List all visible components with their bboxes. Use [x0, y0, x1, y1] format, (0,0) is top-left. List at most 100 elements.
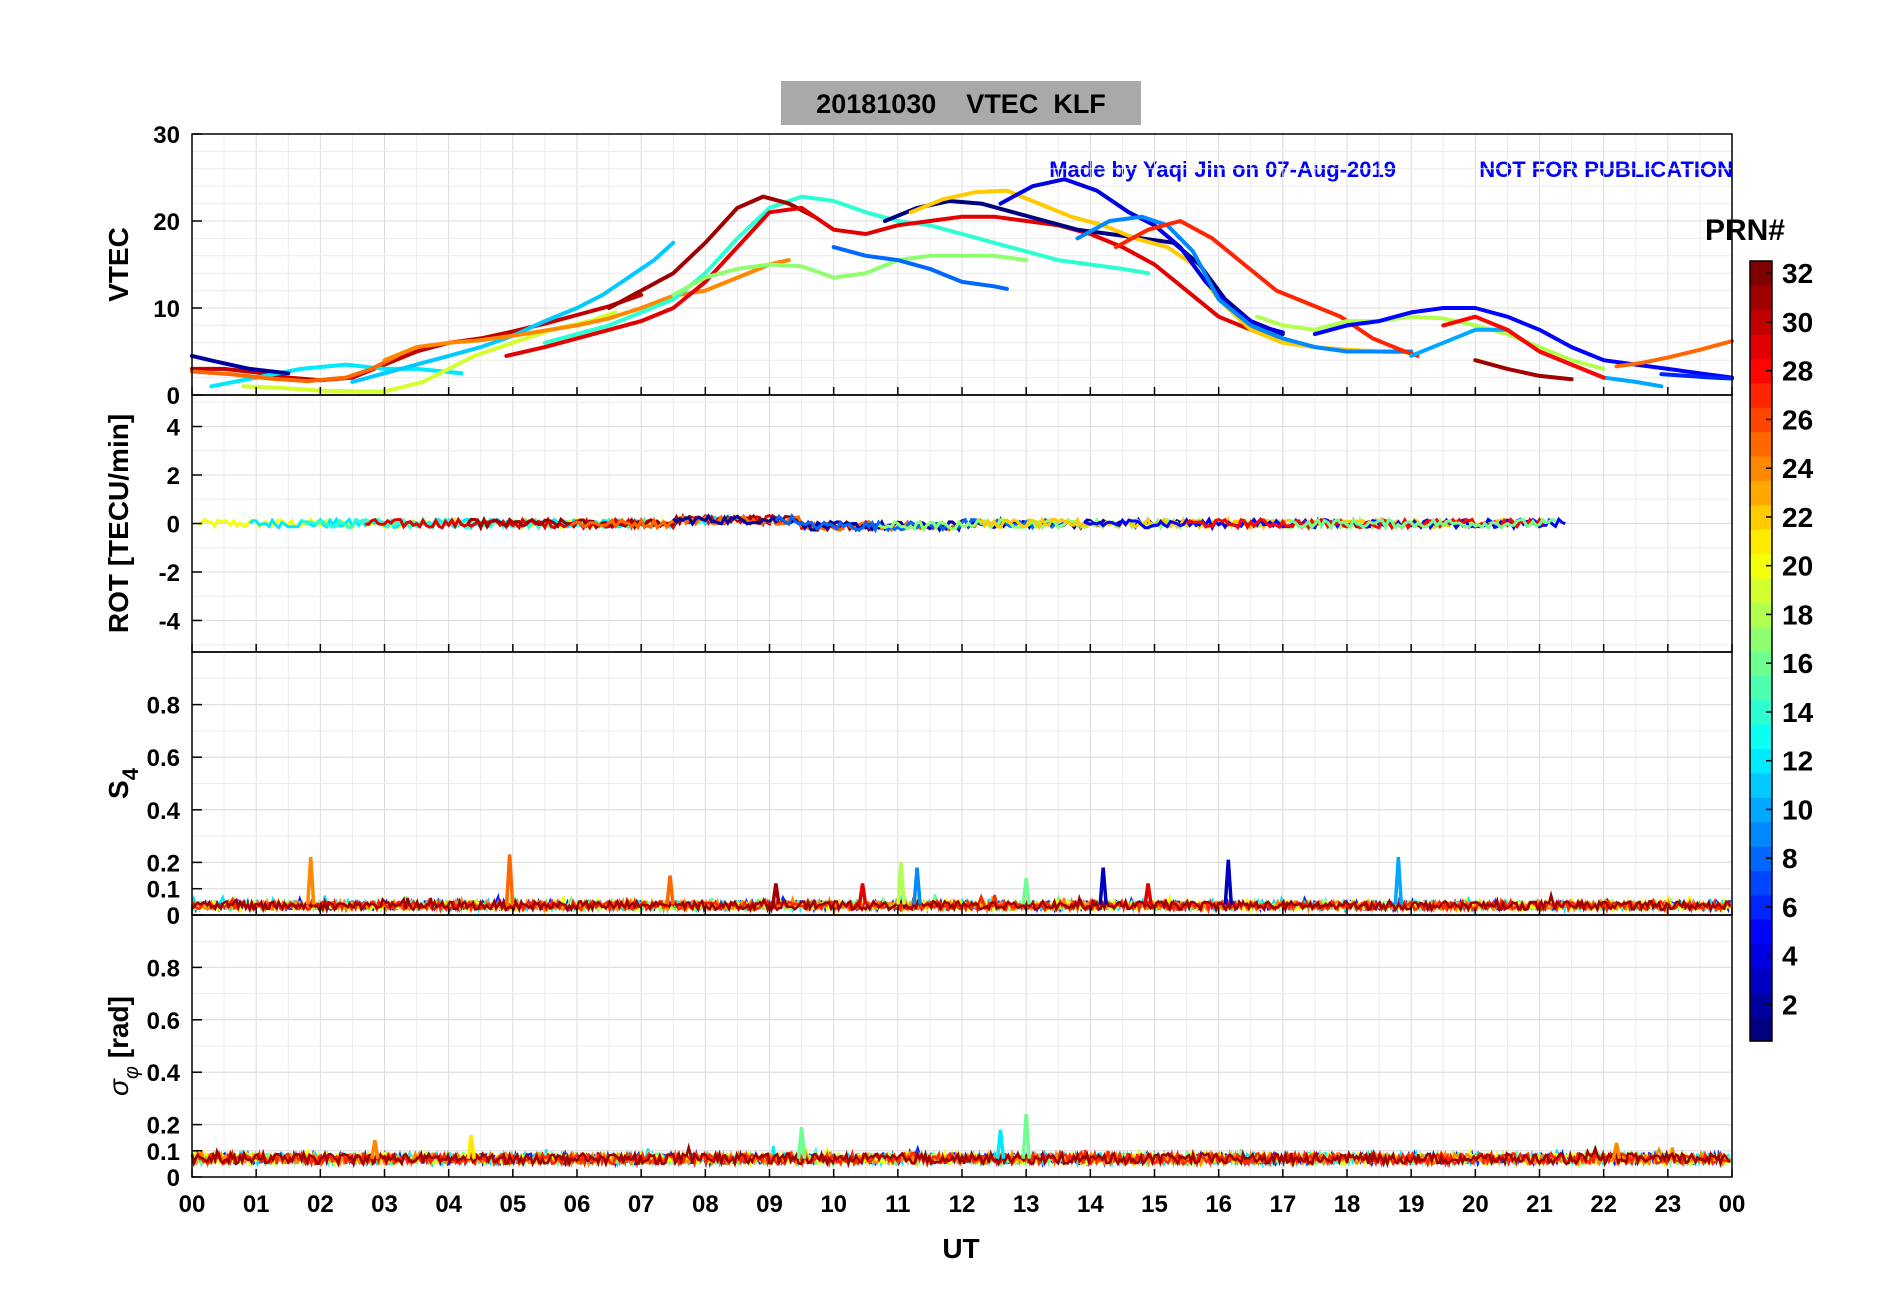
x-tick-label: 22: [1590, 1191, 1617, 1218]
x-tick-label: 01: [243, 1191, 270, 1218]
colorbar-tick-label: 20: [1782, 551, 1813, 582]
vtec-series-prn11: [350, 240, 676, 384]
sigma_phi-spike: [466, 1134, 476, 1159]
colorbar-swatch: [1750, 529, 1772, 555]
panel-sigma_phi: 00.10.2 0.4 0.6 0.8σφ [rad]: [103, 914, 1733, 1192]
y-tick-label: 30: [153, 122, 180, 149]
vtec-series-prn25: [190, 353, 400, 384]
series-group-vtec: [190, 177, 1734, 394]
x-tick-label: 06: [564, 1191, 591, 1218]
x-tick-label: 09: [756, 1191, 783, 1218]
y-tick-label: -2: [159, 560, 180, 587]
s4-spike: [1143, 883, 1153, 905]
colorbar-swatch: [1750, 480, 1772, 506]
series-group-rot: [197, 512, 1566, 534]
y-tick-label: 4: [167, 415, 181, 442]
colorbar-swatch: [1750, 992, 1772, 1018]
y-tick-label: 0: [167, 512, 180, 539]
x-tick-label: 00: [1719, 1191, 1746, 1218]
x-tick-label: 05: [499, 1191, 526, 1218]
colorbar-swatch: [1750, 382, 1772, 408]
s4-spike: [504, 854, 515, 905]
vtec-series-prn4: [998, 177, 1285, 335]
x-tick-label: 10: [820, 1191, 847, 1218]
x-tick-label: 14: [1077, 1191, 1104, 1218]
y-tick-label: 20: [153, 209, 180, 236]
x-tick-label: 13: [1013, 1191, 1040, 1218]
x-tick-label: 16: [1205, 1191, 1232, 1218]
x-tick-label: 21: [1526, 1191, 1553, 1218]
title-box: [781, 81, 1141, 125]
colorbar-label: PRN#: [1705, 214, 1785, 247]
colorbar-swatch: [1750, 651, 1772, 676]
colorbar-swatch: [1750, 894, 1772, 920]
colorbar-swatch: [1750, 821, 1772, 847]
x-tick-label: 17: [1269, 1191, 1296, 1218]
colorbar-swatch: [1750, 431, 1772, 457]
colorbar-tick-label: 24: [1782, 453, 1814, 484]
s4-spike: [305, 857, 316, 905]
y-tick-label: 0.8: [147, 693, 180, 720]
colorbar-tick-label: 16: [1782, 648, 1813, 679]
y-tick-label: 0.8: [147, 955, 180, 982]
panel-rot: -4 -2 0 2 4 ROT [TECU/min]: [103, 394, 1733, 653]
panel-s4: 00.10.2 0.4 0.6 0.8 S4: [103, 651, 1733, 930]
colorbar-swatch: [1750, 675, 1772, 701]
x-tick-label: 18: [1334, 1191, 1361, 1218]
colorbar-tick-label: 28: [1782, 356, 1813, 387]
colorbar-swatch: [1750, 943, 1772, 969]
s4-spike: [1223, 859, 1234, 905]
y-tick-label: 0.1: [147, 1139, 180, 1166]
colorbar-swatch: [1750, 919, 1772, 945]
y-tick-label: 0: [167, 383, 180, 410]
vtec-series-prn29: [504, 205, 1279, 358]
colorbar-tick-label: 6: [1782, 892, 1798, 923]
sigma_phi-spike: [1611, 1142, 1622, 1159]
x-tick-label: 20: [1462, 1191, 1489, 1218]
colorbar-swatch: [1750, 577, 1772, 603]
colorbar-swatch: [1750, 772, 1772, 798]
colorbar-swatch: [1750, 602, 1772, 628]
vtec-series-prn18: [1255, 314, 1606, 371]
y-tick-label: 0.6: [147, 745, 180, 772]
y-tick-label: 0.1: [147, 877, 180, 904]
colorbar-swatch: [1750, 285, 1772, 311]
colorbar-swatch: [1750, 358, 1772, 384]
vtec-series-prn24: [382, 258, 791, 363]
x-tick-label: 08: [692, 1191, 719, 1218]
y-tick-label: 2: [167, 463, 180, 490]
vtec-series-prn9: [1075, 214, 1414, 354]
vtec-series-prn2: [190, 353, 291, 376]
colorbar-tick-label: 26: [1782, 404, 1813, 435]
x-tick-label: 04: [435, 1191, 462, 1218]
sigma_phi-spike: [1021, 1114, 1031, 1159]
s4-spike: [1098, 867, 1108, 905]
vtec-series-prn27: [1114, 219, 1420, 358]
colorbar-swatch: [1750, 334, 1772, 360]
vtec-series-prn5: [1312, 306, 1734, 380]
y-tick-label: 0.4: [147, 798, 181, 825]
y-tick-label: 0.6: [147, 1008, 180, 1035]
colorbar-tick-label: 8: [1782, 843, 1798, 874]
s4-spike: [912, 867, 922, 905]
colorbar-frame: [1749, 260, 1773, 1042]
colorbar-swatch: [1750, 309, 1772, 335]
s4-spike: [1021, 877, 1031, 905]
vtec-series-prn8: [831, 245, 1009, 291]
colorbar-tick-label: 18: [1782, 599, 1813, 630]
colorbar-tick-label: 22: [1782, 502, 1813, 533]
colorbar-swatch: [1750, 967, 1772, 993]
vtec-series-prn31: [607, 194, 817, 310]
x-tick-label: 12: [949, 1191, 976, 1218]
x-tick-label: 15: [1141, 1191, 1168, 1218]
x-tick-label: 03: [371, 1191, 398, 1218]
series-group-sigma_phi: [190, 1114, 1732, 1169]
notice-text: NOT FOR PUBLICATION: [1479, 157, 1733, 182]
y-tick-label: 0.2: [147, 1113, 180, 1140]
y-axis-label-s4: S4: [103, 767, 143, 799]
vtec-series-prn25: [1614, 339, 1734, 369]
y-tick-label: 0.4: [147, 1060, 181, 1087]
colorbar-tick-label: 10: [1782, 794, 1813, 825]
x-tick-label: 19: [1398, 1191, 1425, 1218]
